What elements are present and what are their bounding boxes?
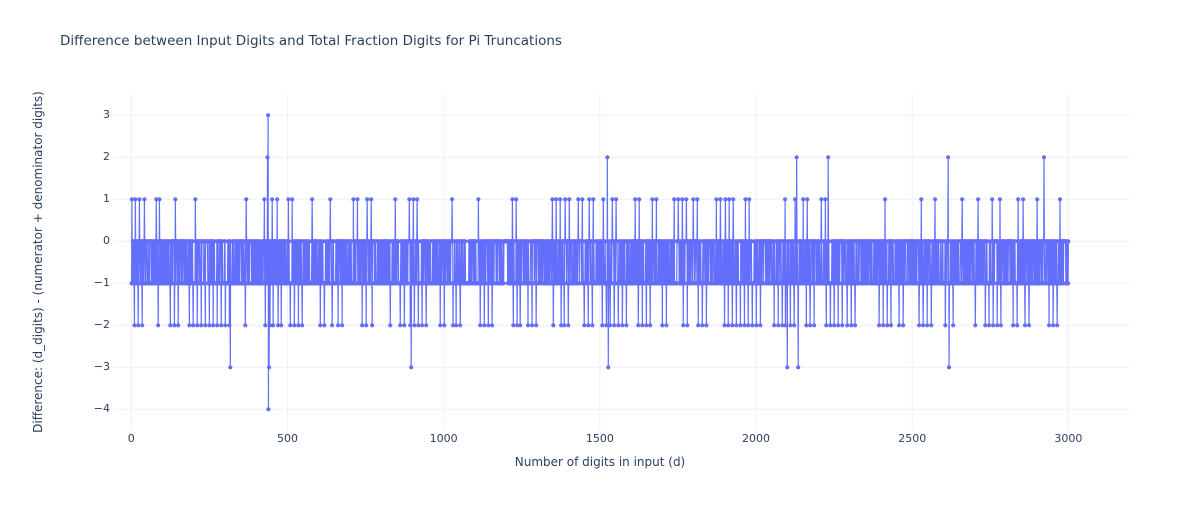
y-tick-label: 2 (103, 150, 110, 164)
x-tick-label: 500 (276, 432, 298, 445)
y-tick-label: 1 (103, 192, 110, 206)
x-axis-title: Number of digits in input (d) (514, 455, 686, 469)
y-tick-label: −1 (93, 276, 110, 290)
y-axis-title: Difference: (d_digits) - (numerator + de… (31, 91, 45, 433)
y-tick-label: −4 (93, 402, 110, 416)
x-tick-label: 0 (127, 432, 135, 445)
x-tick-label: 2000 (742, 432, 771, 445)
x-tick-label: 2500 (898, 432, 927, 445)
x-tick-label: 1000 (429, 432, 458, 445)
x-tick-label: 3000 (1054, 432, 1083, 445)
y-tick-label: −2 (93, 318, 110, 332)
y-tick-label: −3 (93, 360, 110, 374)
chart-title: Difference between Input Digits and Tota… (60, 33, 562, 49)
y-tick-label: 3 (103, 108, 110, 122)
y-tick-label: 0 (103, 234, 110, 248)
x-tick-label: 1500 (585, 432, 614, 445)
